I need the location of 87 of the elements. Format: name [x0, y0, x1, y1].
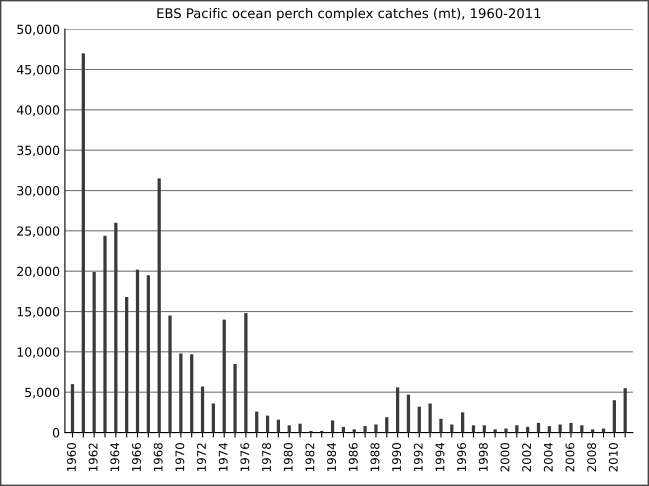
bar	[624, 388, 627, 433]
bar	[526, 426, 530, 433]
bar	[580, 425, 584, 433]
y-tick-label: 0	[52, 428, 60, 438]
bar	[352, 429, 356, 433]
bar	[396, 387, 400, 433]
bar	[548, 426, 551, 433]
x-tick-label: 2004	[544, 442, 553, 472]
bar	[591, 429, 594, 433]
x-tick-label: 2010	[608, 443, 618, 472]
bar	[244, 313, 248, 433]
y-tick-label: 20,000	[17, 266, 60, 278]
x-tick-label: 1968	[154, 443, 163, 472]
x-tick-label: 1970	[175, 443, 184, 472]
y-tick-label: 35,000	[17, 146, 60, 156]
bar	[504, 428, 508, 433]
bar	[482, 425, 486, 433]
bar	[190, 354, 194, 433]
x-tick-label: 1980	[284, 443, 293, 472]
bar	[428, 403, 432, 433]
chart-title: EBS Pacific ocean perch complex catches (mt), 1960-2011	[157, 8, 540, 21]
x-tick-label: 1982	[305, 443, 314, 472]
bar	[255, 412, 258, 433]
bar	[406, 394, 410, 433]
y-tick-label: 40,000	[16, 105, 60, 116]
bar	[114, 222, 118, 433]
bar	[179, 353, 182, 433]
bar	[212, 403, 215, 433]
bar	[103, 236, 107, 433]
bar	[146, 275, 150, 433]
bar	[298, 424, 302, 433]
bar	[602, 428, 606, 433]
bar	[125, 297, 128, 433]
y-tick-label: 5,000	[25, 388, 60, 398]
bar	[385, 417, 388, 433]
bar	[374, 424, 378, 433]
bar	[200, 386, 204, 433]
x-tick-label: 1994	[435, 442, 444, 472]
bar	[515, 425, 518, 433]
bar	[158, 178, 161, 433]
y-tick-label: 30,000	[17, 186, 60, 197]
bar	[288, 425, 291, 433]
x-tick-label: 1966	[132, 443, 141, 472]
x-tick-label: 1976	[240, 443, 250, 472]
bar	[276, 420, 280, 433]
x-tick-label: 1984	[327, 442, 336, 472]
bar	[612, 400, 616, 433]
bar	[342, 426, 346, 433]
bar	[536, 422, 540, 433]
bar	[569, 422, 573, 433]
bar	[330, 420, 334, 433]
bar	[82, 53, 85, 433]
bar	[439, 418, 443, 433]
bar	[461, 412, 464, 433]
bar	[70, 384, 74, 433]
x-tick-label: 2006	[566, 443, 574, 472]
x-tick-label: 2008	[587, 443, 596, 472]
y-tick-label: 15,000	[18, 307, 60, 318]
y-tick-label: 10,000	[18, 347, 60, 358]
bar	[266, 416, 270, 433]
x-tick-label: 1978	[262, 443, 271, 472]
x-tick-label: 1962	[88, 443, 98, 472]
bar	[418, 406, 421, 433]
bar	[92, 272, 96, 433]
bar	[494, 429, 497, 433]
x-tick-label: 2000	[500, 443, 510, 472]
y-tick-label: 25,000	[17, 226, 60, 238]
x-tick-label: 1986	[348, 443, 358, 472]
bar	[363, 426, 367, 433]
bar	[558, 424, 562, 433]
x-tick-label: 1964	[110, 442, 120, 472]
x-tick-label: 1972	[197, 443, 206, 472]
bar	[168, 316, 172, 433]
x-tick-label: 1990	[392, 443, 402, 472]
bar	[233, 364, 237, 433]
bar	[450, 424, 454, 433]
x-tick-label: 1996	[457, 443, 466, 472]
x-tick-label: 1992	[414, 443, 423, 472]
bar	[136, 270, 140, 433]
bar	[222, 320, 226, 433]
y-tick-label: 50,000	[17, 24, 60, 36]
x-tick-label: 1998	[478, 443, 488, 472]
x-tick-label: 1974	[218, 442, 228, 472]
x-tick-label: 2002	[522, 443, 532, 472]
y-tick-label: 45,000	[16, 64, 60, 76]
x-tick-label: 1988	[370, 443, 380, 472]
x-tick-label: 1960	[66, 443, 76, 472]
